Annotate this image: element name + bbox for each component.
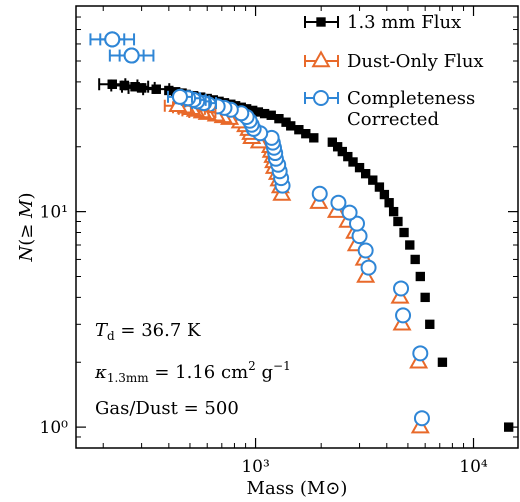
data-point-circle (171, 88, 188, 105)
legend-marker-circle (304, 90, 339, 106)
data-point-square (248, 105, 258, 116)
data-point-triangle (311, 50, 331, 68)
data-point-square (130, 82, 140, 92)
data-point-square (374, 182, 385, 192)
data-point-square (332, 142, 343, 152)
data-point-circle (412, 345, 429, 362)
data-point-square (379, 189, 390, 200)
data-point-square (393, 216, 403, 227)
data-point-circle (395, 307, 412, 324)
data-point-circle (330, 194, 347, 211)
data-point-square (504, 422, 514, 432)
plot-frame (75, 5, 519, 449)
data-point-circle (348, 215, 365, 232)
data-point-circle (357, 242, 374, 259)
data-point-square (274, 113, 284, 124)
data-point-square (151, 84, 161, 94)
data-point-square (420, 292, 430, 303)
x-axis-title: Mass (M⊙) (247, 478, 348, 499)
legend-item-completeness: Completeness Corrected (304, 88, 475, 130)
data-point-circle (341, 204, 358, 221)
annotations: Td = 36.7 K κ1.3mm = 1.16 cm2 g−1 Gas/Du… (94, 320, 291, 419)
data-point-square (425, 319, 435, 329)
data-point-square (316, 17, 326, 27)
data-point-square (360, 169, 371, 179)
data-point-square (415, 271, 425, 282)
data-point-square (399, 227, 409, 238)
data-point-square (327, 137, 337, 147)
data-point-circle (311, 185, 328, 202)
data-point-circle (413, 410, 430, 427)
legend-item-flux: 1.3 mm Flux (304, 12, 461, 33)
data-point-square (301, 129, 311, 139)
legend: 1.3 mm Flux Dust-Only Flux Completeness C… (304, 12, 484, 130)
data-point-square (281, 117, 291, 127)
data-point-square (405, 240, 415, 250)
legend-marker-triangle (304, 50, 339, 68)
legend-marker-square (304, 16, 339, 28)
annotation-opacity: κ1.3mm = 1.16 cm2 g−1 (94, 359, 291, 385)
data-point-square (348, 157, 358, 167)
y-tick-label: 10⁰ (40, 418, 69, 438)
data-point-square (259, 108, 270, 119)
data-point-square (368, 175, 378, 185)
data-point-square (437, 357, 448, 367)
data-point-square (253, 107, 264, 117)
y-axis-title: N(≥ M) (16, 192, 37, 262)
data-point-square (309, 133, 319, 143)
annotation-gas-dust-ratio: Gas/Dust = 500 (95, 398, 239, 419)
data-point-circle (104, 31, 121, 48)
data-point-square (286, 121, 296, 131)
data-point-square (354, 162, 365, 173)
data-point-circle (360, 259, 377, 276)
annotation-temperature: Td = 36.7 K (95, 320, 201, 343)
data-point-square (107, 79, 117, 89)
data-point-circle (313, 90, 329, 106)
data-point-circle (393, 280, 410, 297)
data-point-square (136, 83, 147, 93)
legend-label-flux: 1.3 mm Flux (347, 12, 461, 33)
data-point-square (294, 125, 304, 135)
legend-label-dust: Dust-Only Flux (347, 51, 484, 72)
data-point-circle (123, 47, 140, 64)
data-point-square (410, 254, 420, 265)
error-bars (89, 31, 217, 119)
data-point-square (384, 198, 394, 208)
data-point-square (266, 110, 276, 120)
legend-label-completeness: Completeness Corrected (347, 88, 475, 130)
series-circle (104, 31, 430, 427)
data-point-square (343, 151, 353, 162)
axes: 10³ 10⁴ 10⁰ 10¹ (40, 6, 518, 477)
x-tick-label: 10⁴ (459, 457, 488, 477)
x-tick-label: 10³ (241, 457, 269, 477)
data-markers (89, 31, 514, 434)
y-tick-label: 10¹ (40, 203, 68, 223)
legend-item-dust: Dust-Only Flux (304, 50, 484, 72)
data-point-square (337, 146, 347, 157)
data-point-square (388, 206, 399, 217)
